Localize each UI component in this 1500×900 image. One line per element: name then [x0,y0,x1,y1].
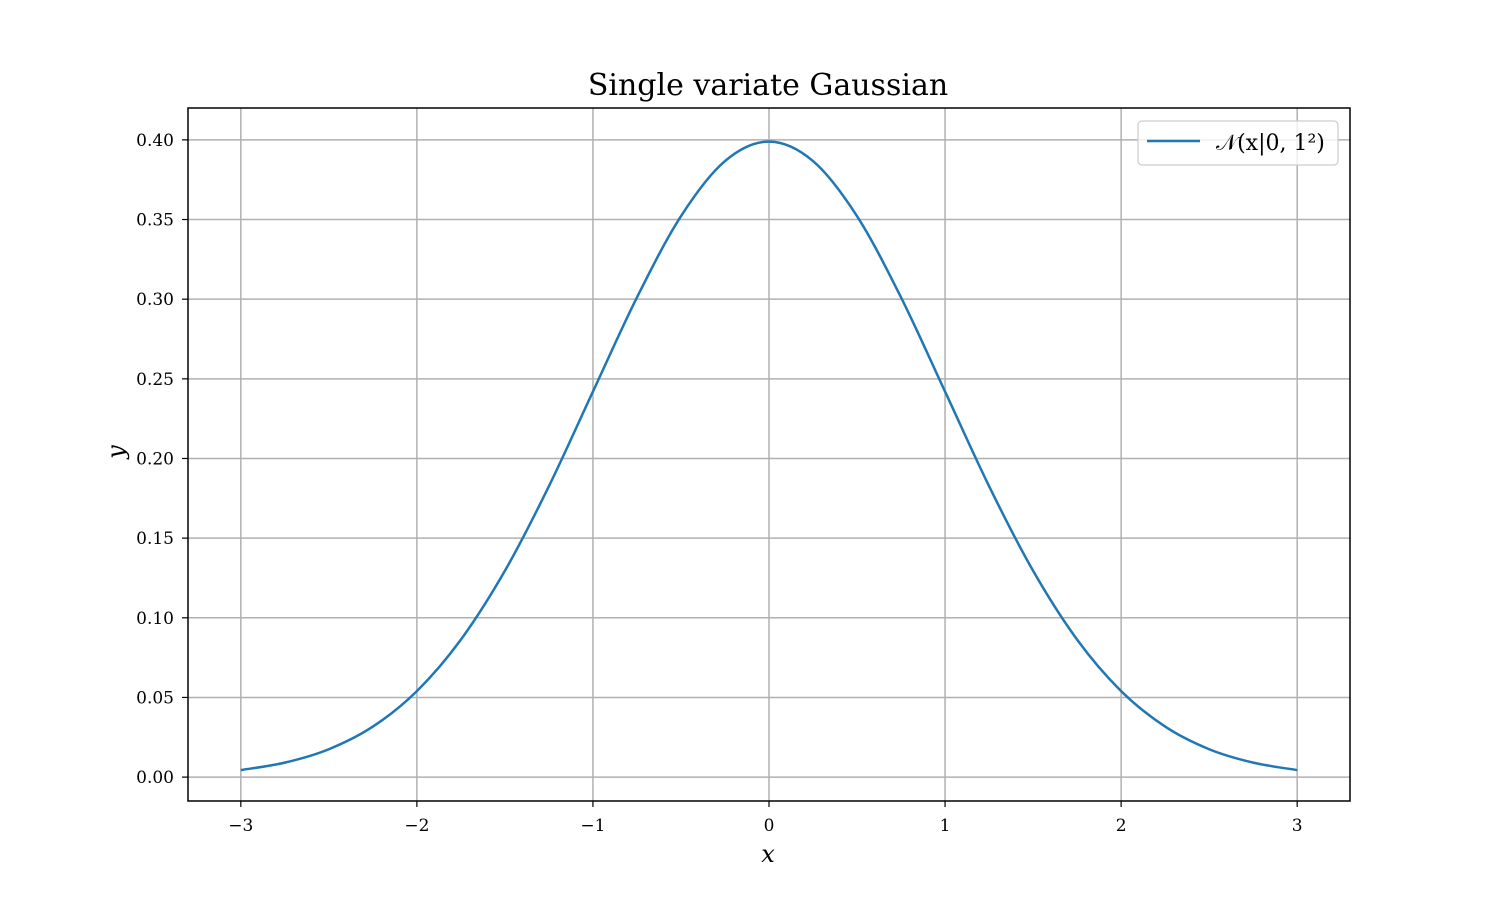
y-tick-label: 0.35 [136,211,174,231]
legend-box [1137,120,1339,166]
y-tick-label: 0.25 [136,370,174,390]
axis-ticks: −3 −2 −1 0 1 2 3 0.00 0.05 0.10 0.15 0.20 0.25 0.30 0.… [136,131,1302,836]
series-line [240,140,1298,772]
x-tick-label: 0 [764,816,775,836]
x-tick-label: 3 [1292,816,1303,836]
series-layer [240,140,1298,772]
x-axis-label: x [761,840,775,868]
legend: 𝒩(x|0, 1²) [1137,120,1339,166]
x-tick-label: −1 [580,816,605,836]
y-tick-label: 0.15 [136,529,174,549]
y-tick-label: 0.05 [136,688,174,708]
x-tick-label: 2 [1116,816,1127,836]
x-tick-label: −2 [404,816,429,836]
y-tick-label: 0.00 [136,768,174,788]
legend-label: 𝒩(x|0, 1²) [1216,131,1325,156]
x-tick-label: 1 [940,816,951,836]
y-tick-label: 0.20 [136,449,174,469]
y-tick-label: 0.40 [136,131,174,151]
grid-lines [188,108,1350,801]
chart-title: Single variate Gaussian [588,68,948,103]
y-tick-label: 0.30 [136,290,174,310]
y-axis-label: y [102,445,130,460]
x-tick-label: −3 [228,816,253,836]
y-tick-label: 0.10 [136,609,174,629]
